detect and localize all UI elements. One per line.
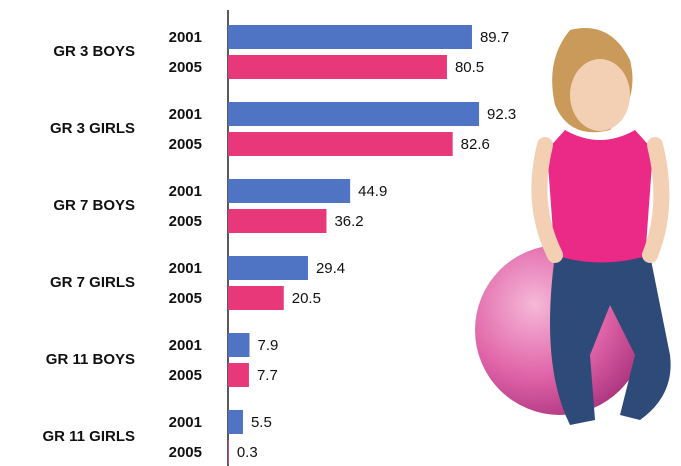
series-label: 2001 [169, 106, 202, 123]
value-label: 7.7 [257, 367, 278, 384]
category-label: GR 3 BOYS [53, 43, 135, 60]
photo [475, 28, 671, 425]
series-label: 2001 [169, 414, 202, 431]
series-label: 2001 [169, 337, 202, 354]
value-label: 82.6 [461, 136, 490, 153]
value-label: 0.3 [237, 444, 258, 461]
value-label: 89.7 [480, 29, 509, 46]
category-label: GR 3 GIRLS [50, 120, 135, 137]
bar [228, 363, 249, 387]
bar [228, 25, 472, 49]
chart: GR 3 BOYS 2001 89.7 2005 80.5 GR 3 GIRLS 2001 9… [0, 0, 681, 466]
series-label: 2001 [169, 29, 202, 46]
bar [228, 55, 447, 79]
series-label: 2005 [169, 290, 202, 307]
value-label: 29.4 [316, 260, 345, 277]
series-label: 2005 [169, 136, 202, 153]
value-label: 5.5 [251, 414, 272, 431]
bar [228, 286, 284, 310]
series-label: 2001 [169, 183, 202, 200]
category-label: GR 7 GIRLS [50, 274, 135, 291]
bar [228, 440, 229, 464]
series-label: 2001 [169, 260, 202, 277]
bar [228, 333, 249, 357]
bar [228, 132, 453, 156]
series-label: 2005 [169, 367, 202, 384]
category-label: GR 7 BOYS [53, 197, 135, 214]
bar [228, 410, 243, 434]
value-label: 7.9 [257, 337, 278, 354]
bar [228, 102, 479, 126]
bar [228, 256, 308, 280]
bar [228, 209, 326, 233]
category-label: GR 11 BOYS [46, 351, 135, 368]
series-label: 2005 [169, 213, 202, 230]
series-label: 2005 [169, 59, 202, 76]
value-label: 80.5 [455, 59, 484, 76]
bar [228, 179, 350, 203]
value-label: 44.9 [358, 183, 387, 200]
face [570, 59, 630, 131]
value-label: 20.5 [292, 290, 321, 307]
shirt [547, 130, 653, 268]
value-label: 36.2 [334, 213, 363, 230]
value-label: 92.3 [487, 106, 516, 123]
category-label: GR 11 GIRLS [42, 428, 135, 445]
series-label: 2005 [169, 444, 202, 461]
